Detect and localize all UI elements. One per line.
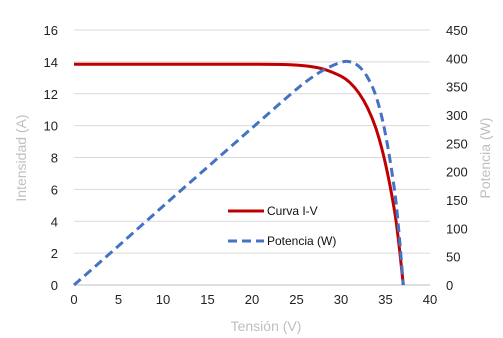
x-tick-label: 25 bbox=[289, 292, 303, 307]
y-tick-label: 10 bbox=[44, 119, 58, 134]
y2-tick-label: 400 bbox=[446, 51, 468, 66]
tick-labels: 0 5 10 15 20 25 30 35 40024681012141605010015020… bbox=[44, 23, 468, 307]
y-tick-label: 14 bbox=[44, 55, 58, 70]
y2-axis-title: Potencia (W) bbox=[477, 118, 493, 199]
grid-lines bbox=[74, 29, 430, 254]
iv-curve-line bbox=[73, 62, 405, 286]
x-tick-label: 15 bbox=[200, 292, 214, 307]
y-tick-label: 0 bbox=[51, 278, 58, 293]
x-tick-label: 40 bbox=[423, 292, 437, 307]
x-tick-label: 5 bbox=[115, 292, 122, 307]
series-lines bbox=[73, 59, 405, 287]
y2-tick-label: 450 bbox=[446, 23, 468, 38]
y-tick-label: 8 bbox=[51, 151, 58, 166]
legend-label: Potencia (W) bbox=[267, 234, 336, 248]
y2-tick-label: 0 bbox=[446, 278, 453, 293]
y2-tick-label: 150 bbox=[446, 193, 468, 208]
x-tick-label: 0 bbox=[70, 292, 77, 307]
y2-tick-label: 50 bbox=[446, 250, 460, 265]
y2-tick-label: 300 bbox=[446, 108, 468, 123]
x-tick-label: 35 bbox=[378, 292, 392, 307]
y2-tick-label: 350 bbox=[446, 80, 468, 95]
y2-tick-label: 100 bbox=[446, 221, 468, 236]
y-tick-label: 2 bbox=[51, 246, 58, 261]
y2-tick-label: 250 bbox=[446, 136, 468, 151]
legend-label: Curva I-V bbox=[267, 204, 318, 218]
x-tick-label: 20 bbox=[245, 292, 259, 307]
x-axis-title: Tensión (V) bbox=[231, 318, 302, 334]
y-tick-label: 6 bbox=[51, 182, 58, 197]
y-axis-title: Intensidad (A) bbox=[13, 114, 29, 201]
power-series-line bbox=[73, 59, 405, 287]
y-tick-label: 12 bbox=[44, 87, 58, 102]
x-tick-label: 10 bbox=[156, 292, 170, 307]
y-tick-label: 16 bbox=[44, 23, 58, 38]
y2-tick-label: 200 bbox=[446, 165, 468, 180]
x-tick-label: 30 bbox=[334, 292, 348, 307]
legend: Curva I-V Potencia (W) bbox=[228, 204, 336, 248]
y-tick-label: 4 bbox=[51, 214, 58, 229]
